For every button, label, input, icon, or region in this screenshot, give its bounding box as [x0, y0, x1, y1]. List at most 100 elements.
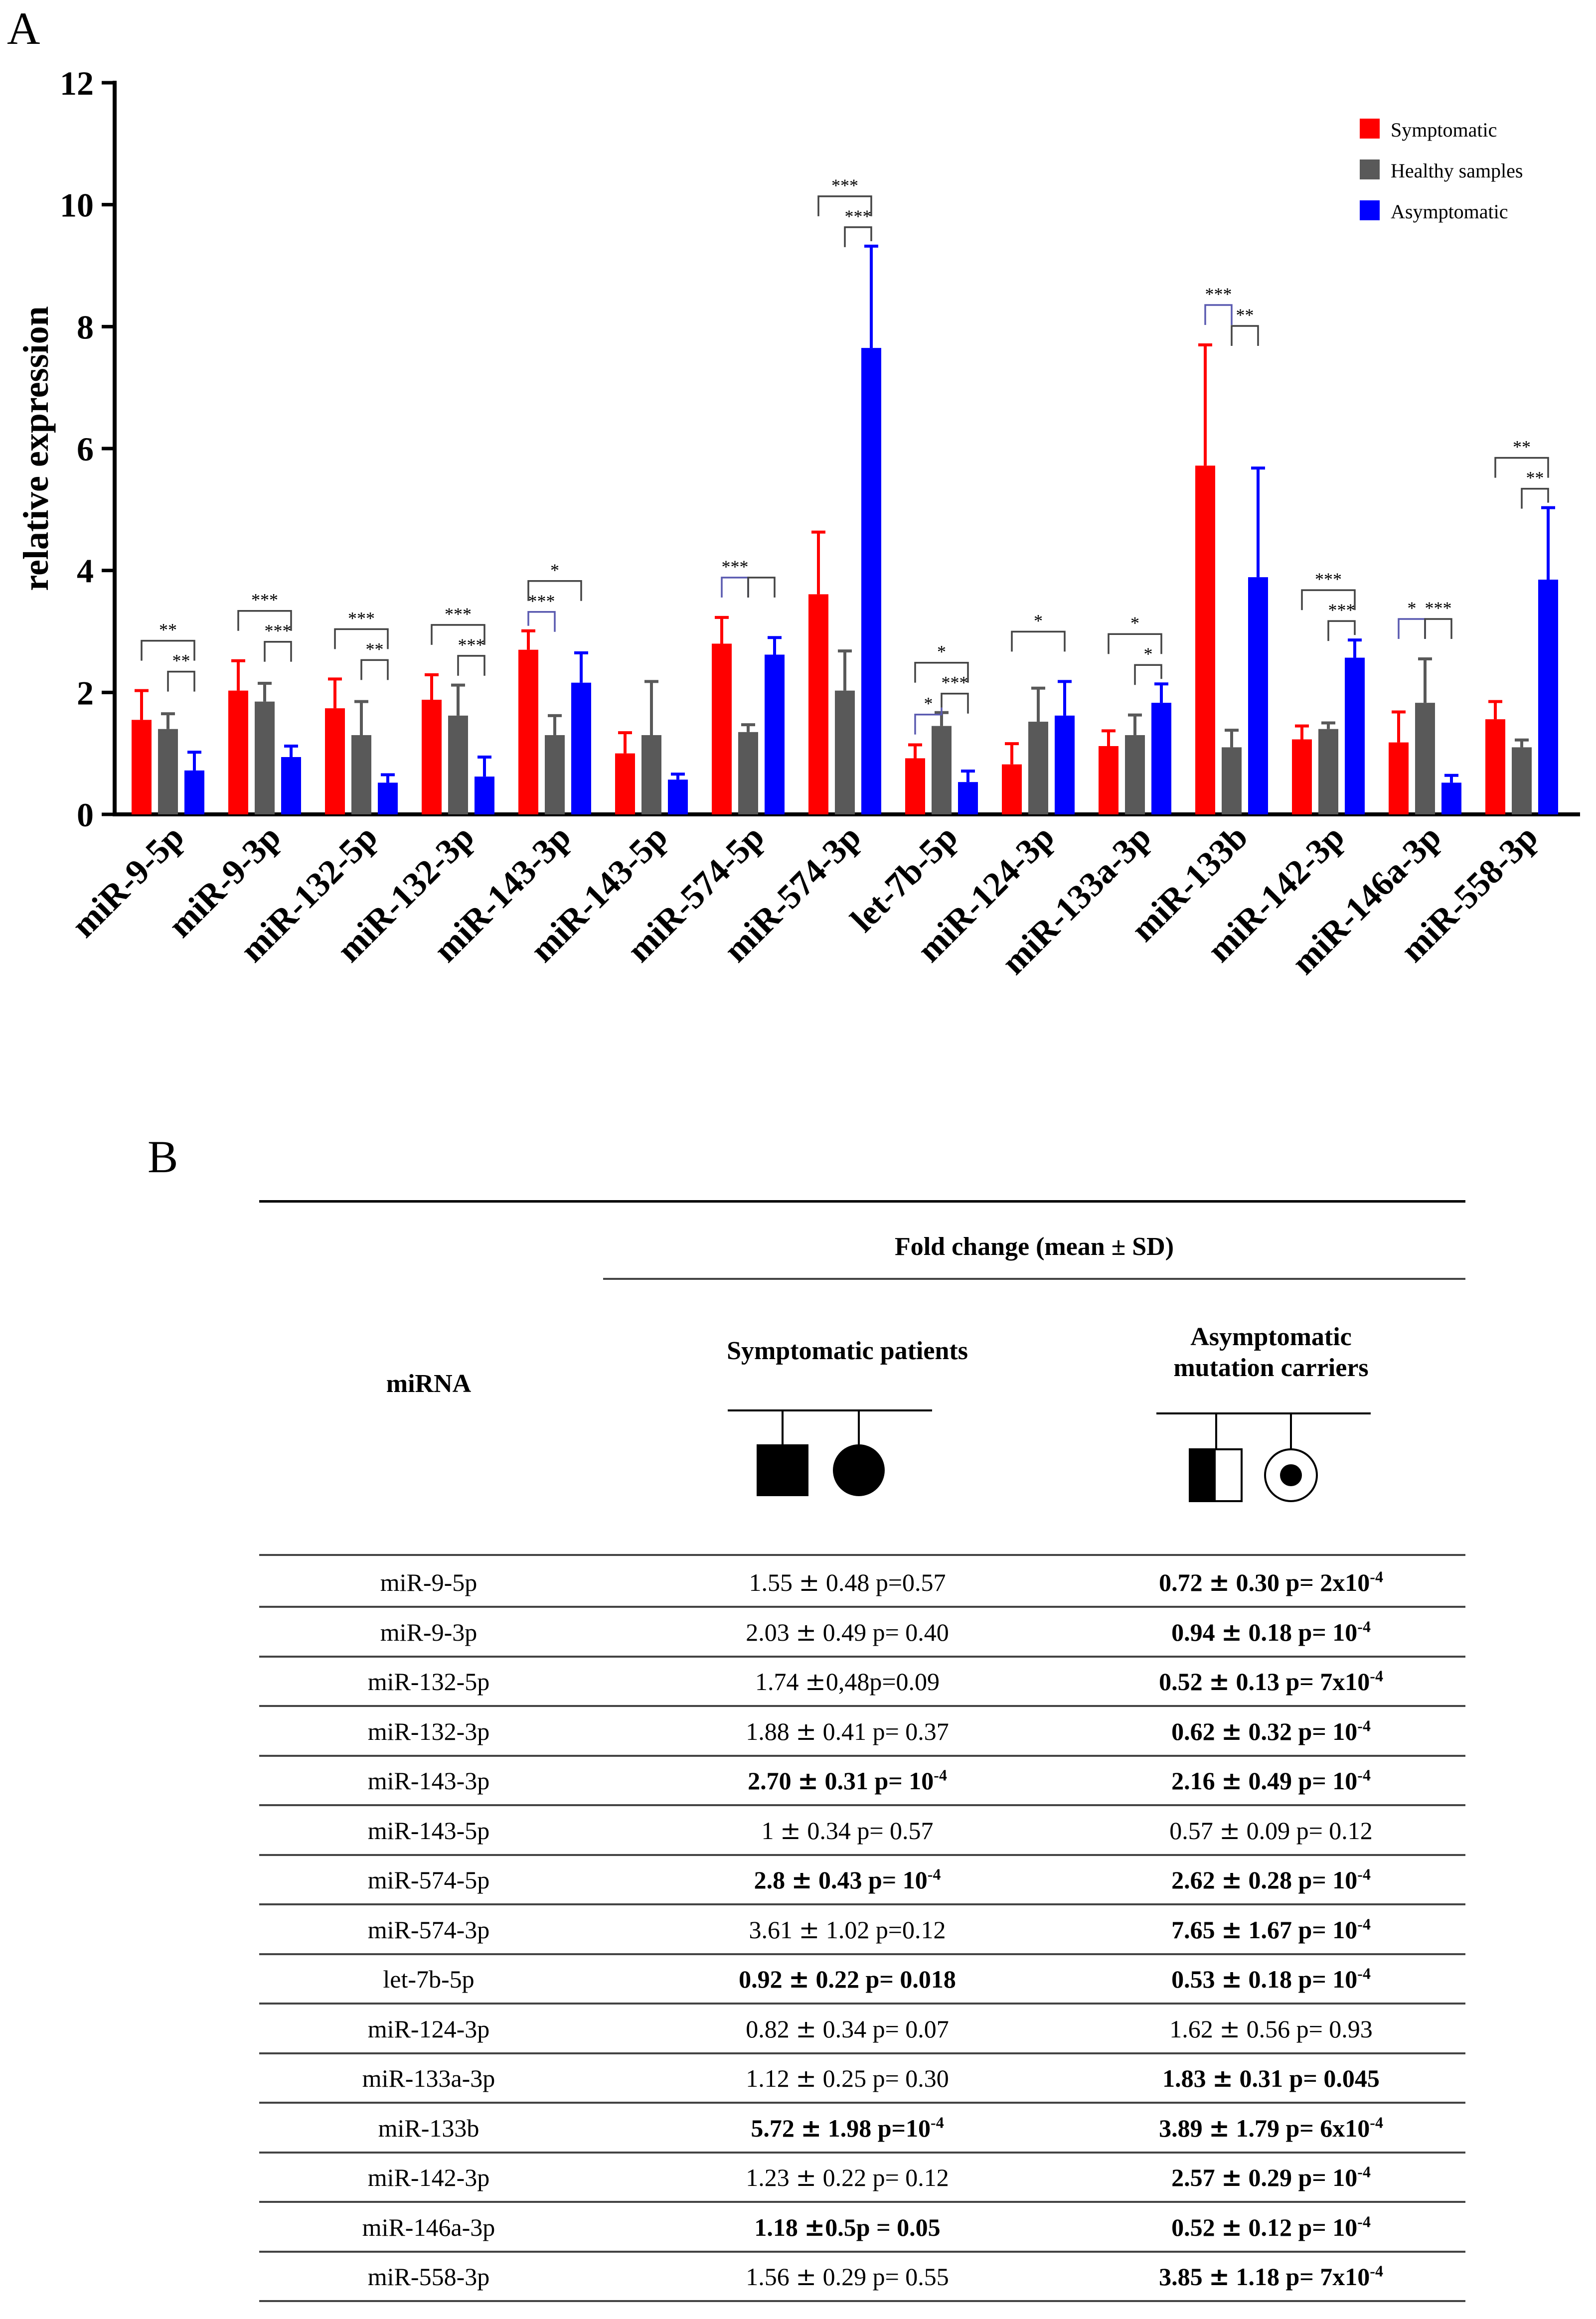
mirna-name: miR-9-3p [380, 1618, 478, 1646]
bar [1248, 577, 1268, 814]
bracket-line [914, 707, 943, 735]
bracket-line [747, 577, 776, 598]
significance-label: *** [831, 175, 858, 195]
mirna-name: miR-143-3p [367, 1767, 490, 1795]
symptomatic-value: 2.70 ± 0.31 p= 10-4 [748, 1766, 947, 1795]
bar [1292, 739, 1312, 814]
bar [1125, 735, 1145, 814]
significance-bracket: * [1108, 613, 1162, 654]
mirna-name: miR-133b [378, 2114, 479, 2142]
significance-bracket: *** [457, 635, 485, 676]
bar [932, 726, 952, 814]
mirna-name: miR-574-3p [367, 1915, 490, 1944]
asymptomatic-value: 2.57 ± 0.29 p= 10-4 [1171, 2163, 1371, 2192]
asymptomatic-value: 0.94 ± 0.18 p= 10-4 [1171, 1617, 1371, 1647]
significance-bracket: ** [360, 639, 389, 680]
legend-swatch [1360, 159, 1380, 179]
mirna-name: miR-142-3p [367, 2164, 490, 2191]
table-row: miR-132-3p 1.88 ± 0.41 p= 0.37 0.62 ± 0.32… [259, 1708, 1465, 1757]
significance-bracket: *** [527, 591, 556, 632]
symptomatic-value: 1.23 ± 0.22 p= 0.12 [746, 2163, 949, 2192]
bar [615, 753, 635, 814]
bar [1055, 715, 1075, 814]
bracket-line [1424, 618, 1452, 639]
table-row: miR-133a-3p 1.12 ± 0.25 p= 0.30 1.83 ± 0.3… [259, 2055, 1465, 2104]
significance-bracket: * [914, 642, 969, 683]
significance-label: *** [942, 673, 968, 693]
significance-label: *** [265, 621, 292, 641]
asymptomatic-value: 0.62 ± 0.32 p= 10-4 [1171, 1716, 1371, 1746]
mirna-name: miR-558-3p [367, 2263, 490, 2291]
mirna-name: miR-133a-3p [362, 2064, 495, 2092]
mirna-name: miR-132-5p [367, 1668, 490, 1696]
bars [132, 244, 1558, 814]
bar [1389, 742, 1409, 814]
bar [905, 758, 925, 814]
table-row: miR-142-3p 1.23 ± 0.22 p= 0.12 2.57 ± 0.29… [259, 2154, 1465, 2203]
significance-label: * [1034, 611, 1043, 630]
header-mid-rule [603, 1278, 1465, 1280]
bracket-line [941, 692, 969, 714]
bracket-line [1204, 304, 1233, 325]
bracket-line [1011, 630, 1066, 652]
bar [1345, 657, 1365, 814]
bracket-line [527, 580, 582, 601]
legend-label: Healthy samples [1391, 159, 1523, 182]
asymptomatic-value: 1.62 ± 0.56 p= 0.93 [1169, 2014, 1373, 2043]
bracket-line [431, 624, 485, 645]
significance-bracket: *** [334, 608, 389, 649]
bar [861, 348, 881, 814]
symptomatic-value: 1.74 ±0,48p=0.09 [755, 1667, 940, 1696]
header-fold-change: Fold change (mean ± SD) [894, 1233, 1174, 1261]
bar [448, 715, 468, 814]
y-tick-label: 4 [77, 552, 94, 590]
significance-label: * [924, 694, 933, 714]
significance-label: *** [1328, 600, 1355, 620]
mirna-name: miR-9-5p [380, 1568, 478, 1596]
table-row: miR-9-5p 1.55 ± 0.48 p=0.57 0.72 ± 0.30 p=… [259, 1559, 1465, 1608]
pedigree-asymptomatic-icon [1156, 1412, 1371, 1502]
asymptomatic-value: 0.72 ± 0.30 p= 2x10-4 [1159, 1567, 1383, 1597]
bar [518, 649, 538, 814]
bracket-line [1301, 589, 1356, 611]
mirna-name: let-7b-5p [383, 1965, 475, 1993]
mirna-name: miR-146a-3p [362, 2213, 495, 2241]
significance-bracket: ** [1231, 305, 1259, 346]
significance-bracket: *** [844, 206, 872, 247]
bar [808, 594, 828, 814]
significance-bracket: *** [1301, 569, 1356, 611]
fold-change-table: Fold change (mean ± SD) miRNA Symptomati… [259, 1200, 1465, 2317]
bracket-line [844, 226, 872, 247]
significance-bracket: * [914, 694, 943, 735]
bracket-line [1134, 664, 1162, 685]
asymptomatic-value: 7.65 ± 1.67 p= 10-4 [1171, 1914, 1371, 1944]
significance-bracket: *** [1204, 284, 1233, 325]
legend-swatch [1360, 119, 1380, 139]
bar [475, 776, 494, 814]
bar [1441, 782, 1461, 814]
symptomatic-value: 1.56 ± 0.29 p= 0.55 [746, 2262, 949, 2291]
significance-label: *** [458, 635, 485, 655]
bar [351, 735, 371, 814]
bracket-line [264, 640, 292, 662]
significance-label: *** [1315, 569, 1342, 589]
bracket-line [237, 610, 292, 631]
pedigree-symptomatic-icon [728, 1409, 932, 1496]
significance-bracket: * [1398, 598, 1426, 639]
symptomatic-value: 3.61 ± 1.02 p=0.12 [749, 1915, 946, 1944]
bar [422, 700, 442, 814]
bracket-line [1398, 618, 1426, 639]
significance-bracket: ** [1494, 437, 1549, 478]
bar [958, 782, 978, 814]
significance-bracket [747, 577, 776, 598]
significance-bracket: * [1134, 644, 1162, 685]
asymptomatic-value: 0.52 ± 0.13 p= 7x10-4 [1159, 1667, 1383, 1696]
table-row: miR-143-5p 1 ± 0.34 p= 0.57 0.57 ± 0.09 p=… [259, 1807, 1465, 1856]
bracket-line [1231, 325, 1259, 346]
asymptomatic-value: 0.57 ± 0.09 p= 0.12 [1169, 1816, 1373, 1845]
y-axis-title: relative expression [16, 306, 56, 591]
asymptomatic-value: 3.89 ± 1.79 p= 6x10-4 [1159, 2113, 1383, 2143]
bracket-line [457, 655, 485, 676]
significance-bracket: *** [941, 673, 969, 714]
asymptomatic-value: 3.85 ± 1.18 p= 7x10-4 [1159, 2262, 1383, 2291]
